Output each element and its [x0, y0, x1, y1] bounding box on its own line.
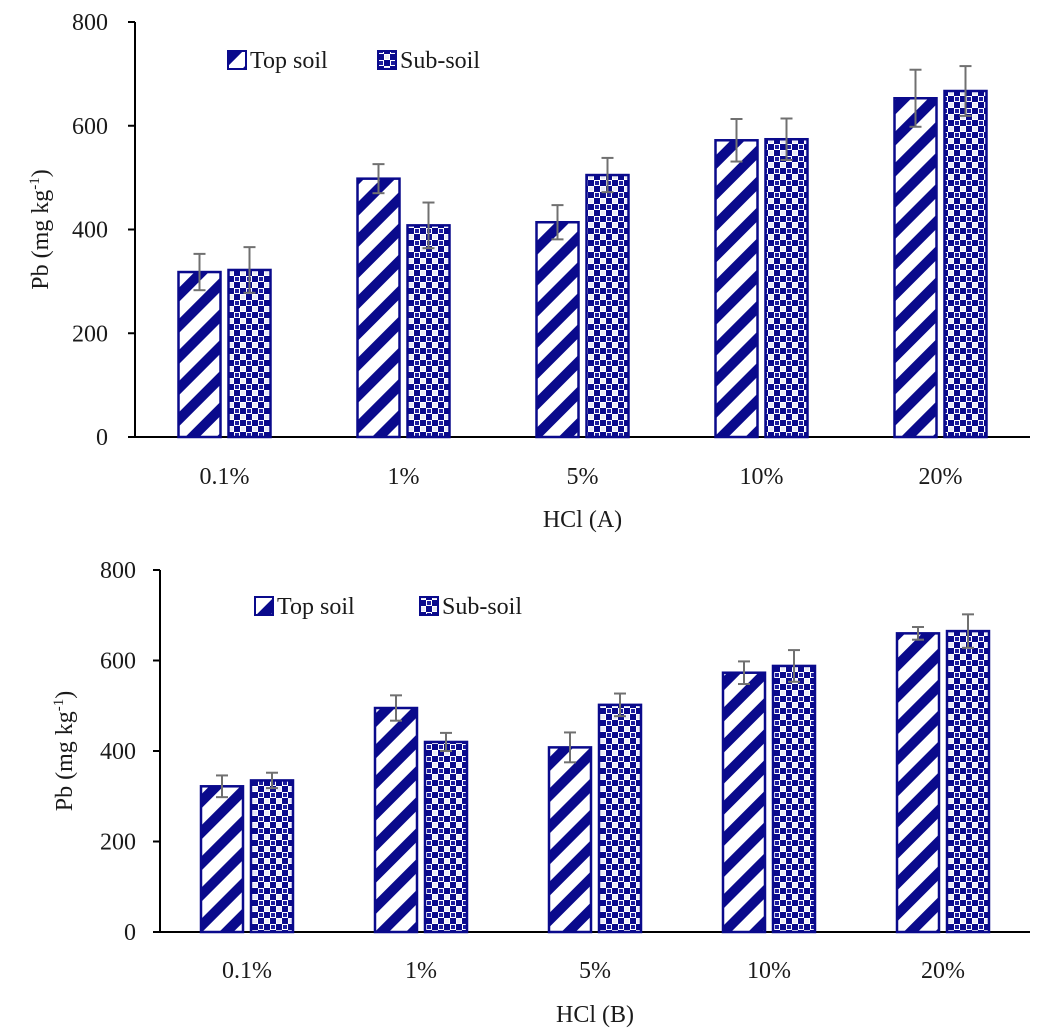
legend-swatch-top-soil [254, 596, 274, 616]
legend-swatch-sub-soil [377, 50, 397, 70]
x-tick-label: 5% [567, 464, 599, 490]
error-bar [912, 626, 924, 641]
error-bar [730, 118, 743, 163]
bar-sub-soil-0.1pct [249, 779, 295, 934]
y-tick-label: 0 [124, 920, 136, 946]
bar-top-soil-20pct [895, 632, 941, 934]
y-tick-label: 400 [100, 739, 136, 765]
error-bar [216, 774, 228, 799]
error-bar [738, 660, 750, 686]
y-tick-label: 600 [100, 649, 136, 675]
x-tick-label: 0.1% [222, 958, 272, 984]
x-tick-label: 5% [579, 958, 611, 984]
bar-sub-soil-1pct [423, 740, 469, 934]
legend: Top soil Sub-soil [227, 48, 480, 74]
x-axis-title: HCl (A) [543, 507, 622, 533]
y-tick-label: 200 [72, 321, 108, 347]
error-bar [440, 731, 452, 752]
bar-sub-soil-0.1pct [227, 268, 272, 439]
y-tick-label: 800 [72, 10, 108, 36]
legend-swatch-top-soil [227, 50, 247, 70]
legend-label: Sub-soil [400, 48, 480, 74]
bar-sub-soil-5pct [597, 703, 643, 934]
bar-sub-soil-5pct [585, 173, 630, 439]
bar-top-soil-5pct [535, 220, 580, 439]
y-axis-title: Pb (mg kg-1) [27, 169, 54, 290]
y-tick-label: 600 [72, 114, 108, 140]
x-tick-label: 20% [919, 464, 963, 490]
error-bar [193, 252, 206, 292]
legend-label: Top soil [250, 48, 328, 74]
bar-top-soil-1pct [356, 177, 401, 439]
x-tick-label: 20% [921, 958, 965, 984]
y-tick-label: 200 [100, 830, 136, 856]
y-tick-label: 0 [96, 425, 108, 451]
legend: Top soil Sub-soil [254, 594, 522, 620]
bar-sub-soil-10pct [764, 137, 809, 439]
bar-top-soil-0.1pct [177, 270, 222, 439]
error-bar [614, 692, 626, 718]
x-tick-label: 1% [388, 464, 420, 490]
chart-panel-2: 0 200 400 600 800 0.1% 1% 5% 10% 20% HCl (B) Pb (mg… [51, 558, 1030, 1028]
error-bar [780, 117, 793, 161]
x-tick-label: 10% [740, 464, 784, 490]
bar-top-soil-0.1pct [199, 785, 245, 934]
error-bar [390, 694, 402, 722]
error-bar [959, 65, 972, 117]
x-tick-label: 0.1% [200, 464, 250, 490]
error-bar [372, 163, 385, 195]
bar-sub-soil-20pct [943, 89, 988, 439]
x-tick-label: 10% [747, 958, 791, 984]
bar-top-soil-1pct [373, 706, 419, 934]
chart-panel-1: 0 200 400 600 800 0.1% 1% 5% 10% 20% HCl (A) Pb (mg… [27, 10, 1030, 533]
error-bar [962, 613, 974, 649]
y-tick-label: 400 [72, 218, 108, 244]
legend-label: Sub-soil [442, 594, 522, 620]
error-bar [909, 68, 922, 128]
error-bar [788, 649, 800, 683]
error-bar [551, 204, 564, 241]
bar-sub-soil-10pct [771, 664, 817, 934]
y-tick-label: 800 [100, 558, 136, 584]
error-bar [266, 771, 278, 790]
x-tick-label: 1% [405, 958, 437, 984]
bar-top-soil-10pct [714, 139, 759, 439]
error-bar [601, 156, 614, 194]
legend-label: Top soil [277, 594, 355, 620]
x-axis-title: HCl (B) [556, 1002, 634, 1028]
bar-top-soil-5pct [547, 746, 593, 934]
y-axis-title: Pb (mg kg-1) [51, 691, 78, 812]
bar-top-soil-20pct [893, 97, 938, 439]
bar-sub-soil-1pct [406, 224, 451, 439]
bar-top-soil-10pct [721, 671, 767, 934]
error-bar [422, 201, 435, 250]
legend-swatch-sub-soil [419, 596, 439, 616]
bar-sub-soil-20pct [945, 629, 991, 934]
error-bar [243, 246, 256, 294]
error-bar [564, 731, 576, 764]
